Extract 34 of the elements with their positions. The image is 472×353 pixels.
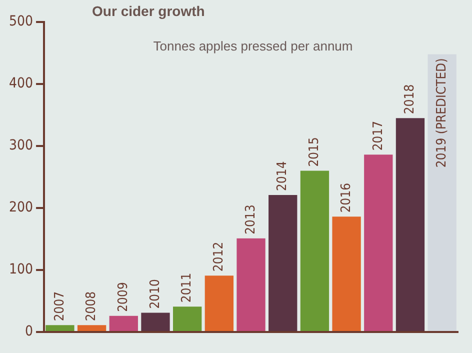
text: Tonnes apples pressed per annum	[153, 38, 353, 54]
x-tick-label: 2015	[307, 137, 322, 167]
y-tick-label: 0	[25, 324, 34, 340]
bar	[109, 316, 138, 331]
y-tick-label: 300	[8, 138, 34, 154]
x-tick-label: 2014	[275, 161, 290, 191]
x-tick-label: 2018	[402, 84, 418, 114]
bar	[332, 216, 361, 331]
bar	[236, 238, 266, 331]
y-tick-label: 200	[8, 200, 34, 216]
x-tick-label: 2010	[148, 279, 163, 309]
y-tick-label: 100	[8, 262, 34, 278]
bar	[300, 170, 330, 331]
bar	[396, 118, 425, 331]
x-tick-label: 2019 (PREDICTED)	[434, 58, 450, 168]
x-tick-label: 2016	[338, 182, 354, 213]
x-tick-label: 2012	[212, 242, 227, 272]
x-tick-label: 2017	[370, 120, 386, 151]
y-tick-label: 500	[8, 14, 34, 30]
bar	[141, 312, 170, 331]
chart-title: Our cider growth	[92, 2, 205, 19]
bar	[77, 325, 106, 331]
bar	[204, 276, 234, 331]
bar	[364, 154, 393, 331]
x-tick-label: 2009	[116, 282, 132, 312]
x-tick-label: 2008	[84, 291, 100, 322]
x-tick-label: 2007	[52, 291, 68, 322]
bar	[428, 54, 456, 331]
bar	[46, 325, 74, 331]
x-tick-label: 2011	[180, 272, 195, 303]
y-tick-label: 400	[8, 76, 34, 92]
bar	[268, 194, 298, 331]
x-tick-label: 2013	[243, 204, 258, 234]
bar	[173, 306, 202, 331]
